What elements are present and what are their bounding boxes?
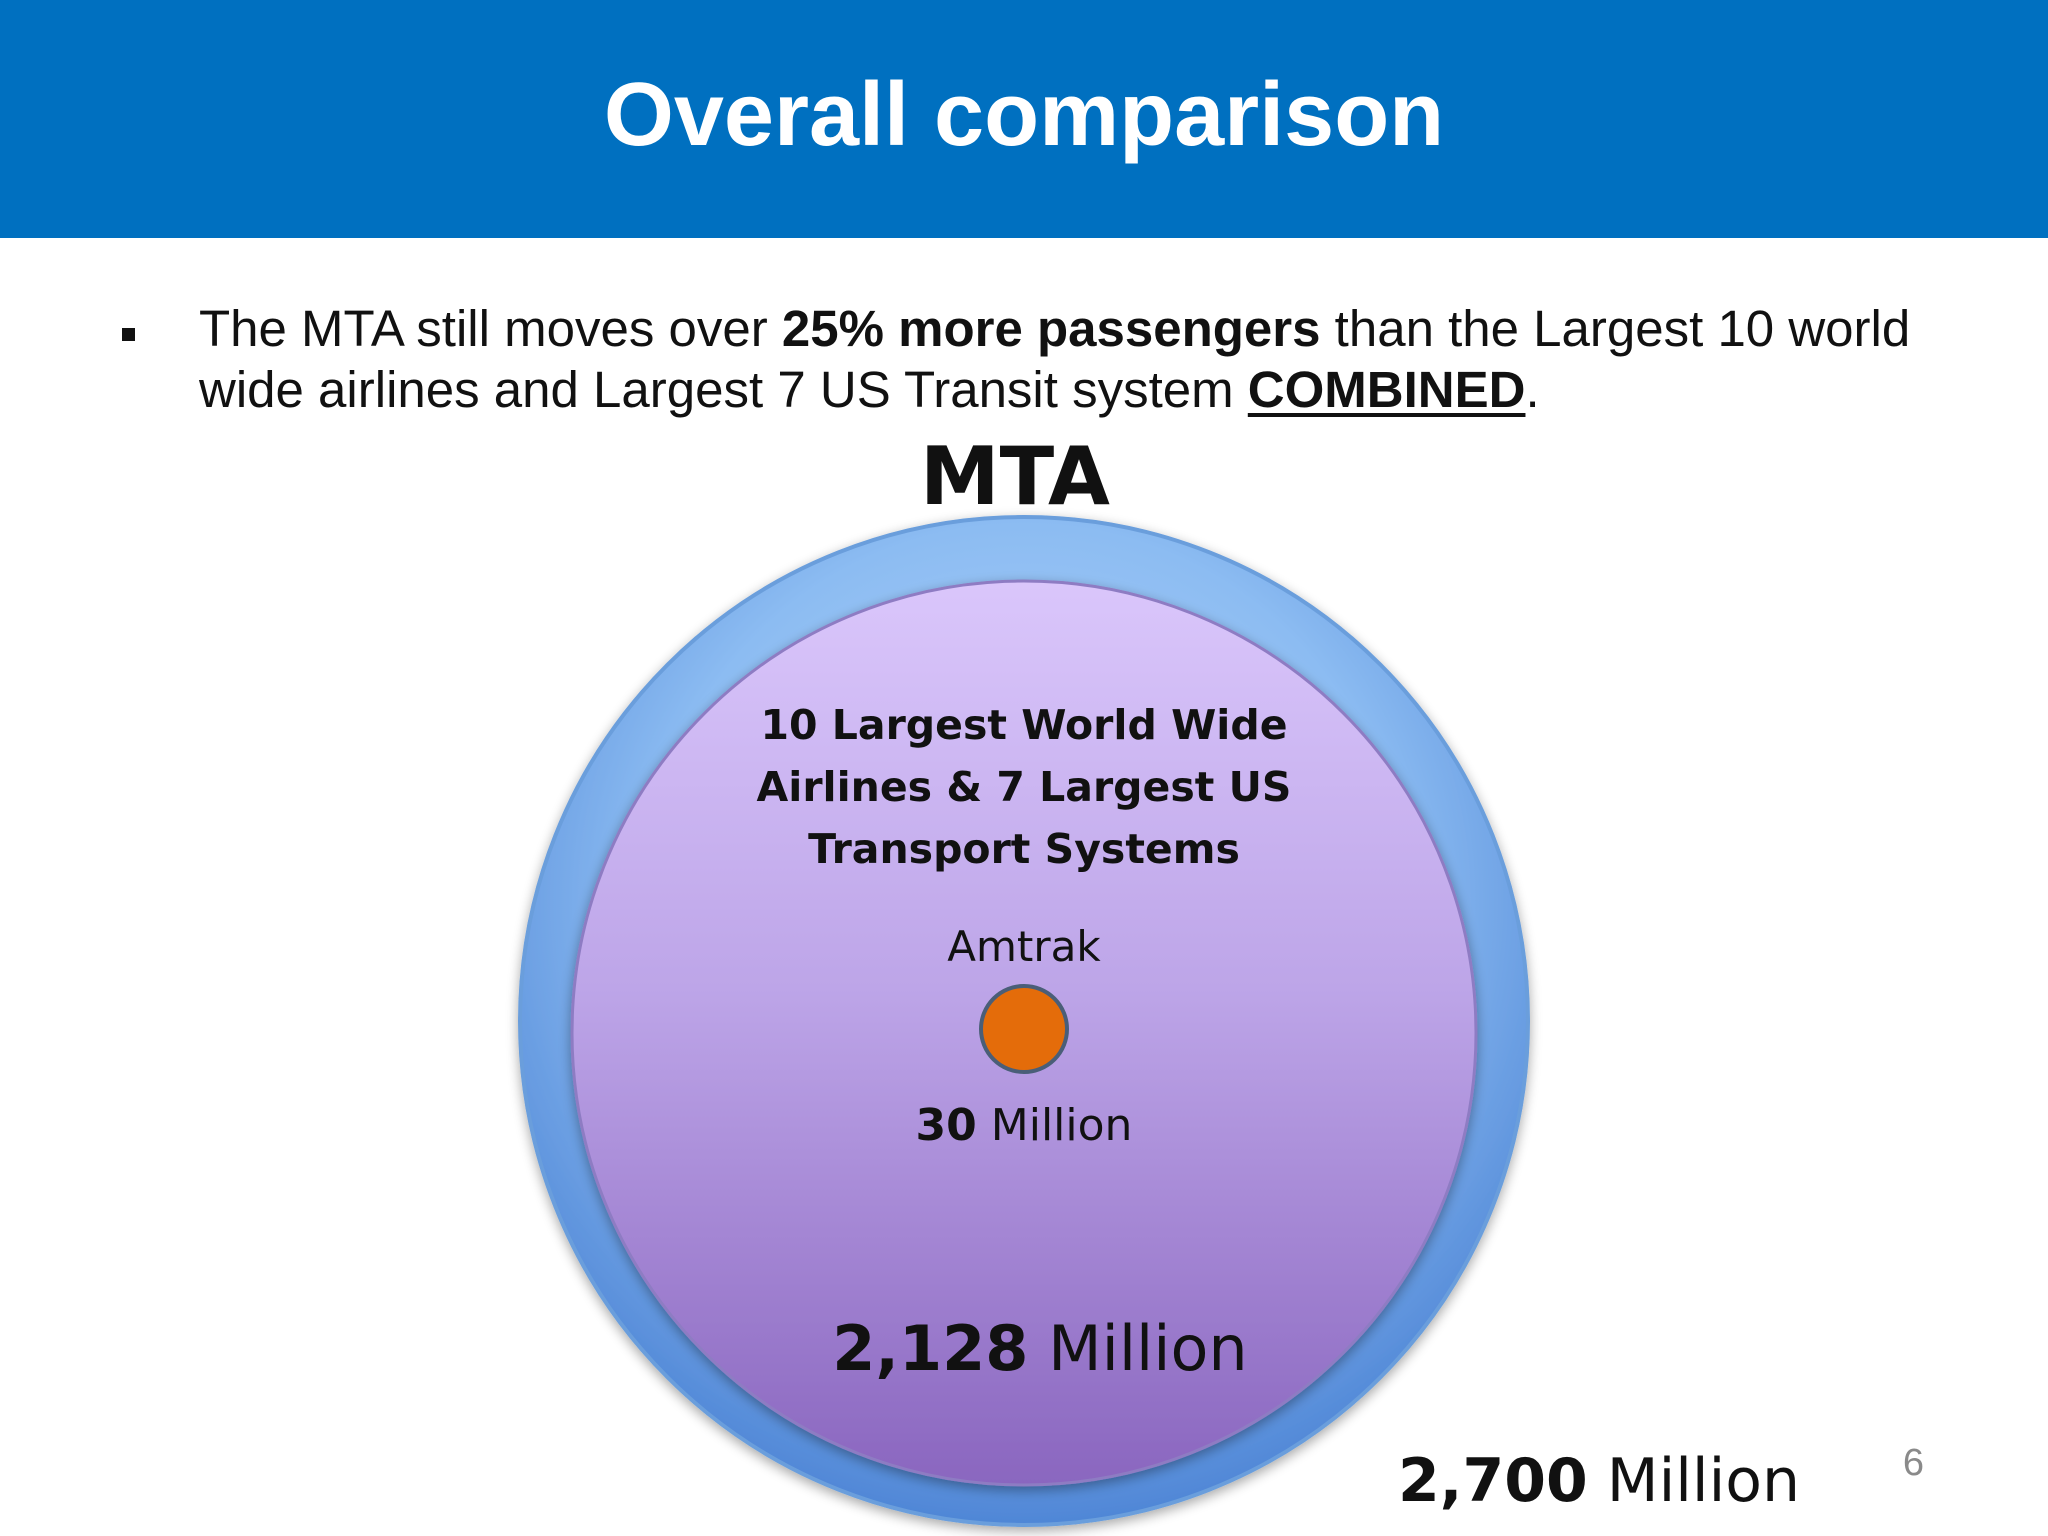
inner-value-number: 30 [915,1100,977,1151]
outer-value-number: 2,700 [1397,1446,1588,1516]
slide-title: Overall comparison [603,64,1445,165]
middle-circle-value: 2,128 Million [720,1312,1360,1385]
title-bar: Overall comparison [0,0,2048,238]
slide-number: 6 [1902,1442,1924,1484]
bullet-emphasis: COMBINED [1247,361,1526,418]
bullet-point: The MTA still moves over 25% more passen… [122,298,1962,420]
outer-circle-label: MTA [920,430,1110,523]
bullet-text: The MTA still moves over 25% more passen… [199,298,1962,420]
middle-value-number: 2,128 [832,1312,1029,1385]
square-bullet-icon [122,328,135,341]
outer-circle-value: 2,700 Million [1200,1446,1800,1516]
inner-circle-label: Amtrak [947,922,1101,971]
inner-circle-value: 30 Million [824,1100,1224,1151]
bullet-text-part: The MTA still moves over [199,300,782,357]
bullet-highlight: 25% more passengers [781,300,1321,357]
inner-value-unit: Million [976,1100,1133,1151]
outer-value-unit: Million [1587,1446,1800,1516]
middle-circle-label: 10 Largest World Wide Airlines & 7 Large… [756,701,1292,873]
bullet-text-part: . [1525,361,1540,418]
middle-value-unit: Million [1028,1312,1248,1385]
bullet-text-part: than the Largest 10 world wide airlines … [199,300,1911,418]
inner-circle-amtrak [979,984,1069,1074]
